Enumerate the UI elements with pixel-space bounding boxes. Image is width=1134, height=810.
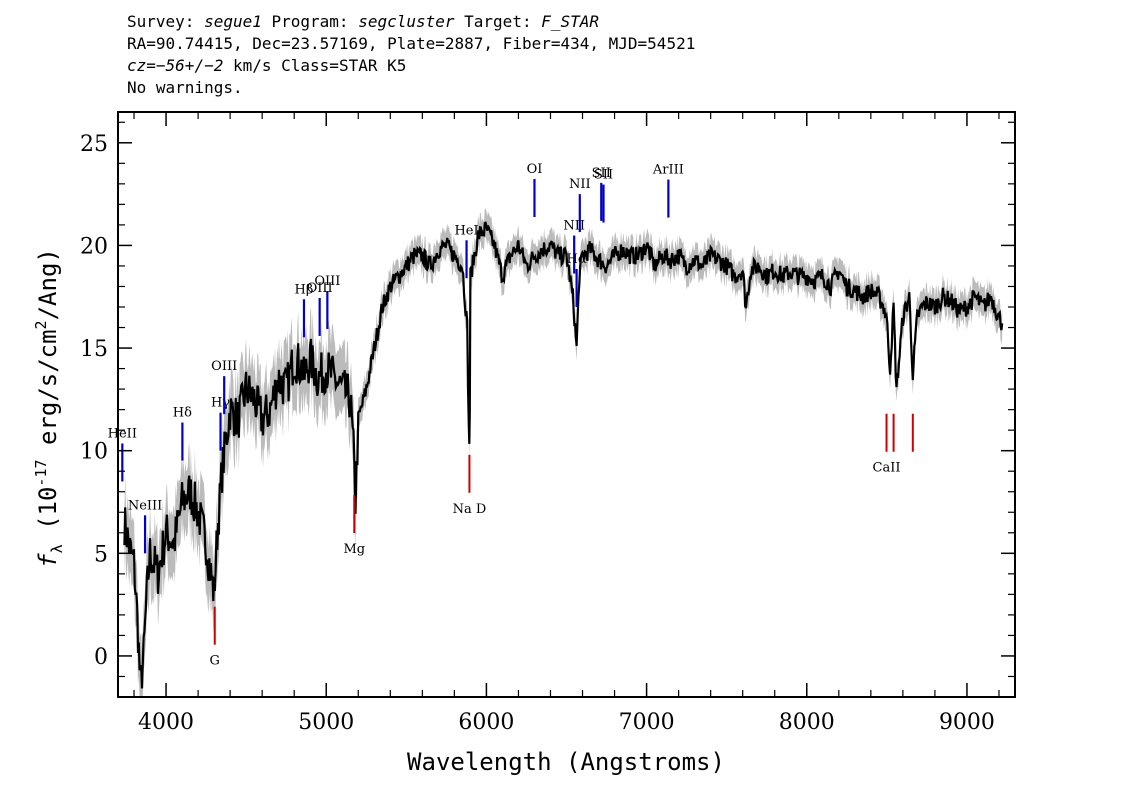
emission-line-label: Hβ	[295, 282, 314, 297]
y-tick-label: 0	[94, 645, 108, 670]
axis-ticks: 4000 5000 6000 7000 8000 9000 0 5 10 15 20 25	[80, 112, 1015, 735]
emission-line-label: SII	[594, 168, 613, 183]
y-axis-label: fλ (10-17 erg/s/cm2/Ang)	[32, 248, 66, 568]
error-band-area	[124, 208, 1003, 697]
absorption-line-label: Na D	[453, 502, 487, 517]
target-value: F_STAR	[541, 12, 600, 31]
emission-line-label: HeI	[454, 223, 478, 238]
spectral-line-markers: HeIINeIIIHδHγOIIIHβOIIIOIIIHeIOINIIHαNII…	[108, 162, 914, 669]
x-tick-label: 5000	[298, 710, 354, 735]
spectrum-line	[123, 221, 1004, 689]
absorption-line-label: G	[210, 654, 220, 669]
absorption-line-label: Mg	[343, 542, 365, 557]
emission-line-label: ArIII	[652, 163, 684, 178]
x-tick-label: 4000	[138, 710, 194, 735]
absorption-line-label: CaII	[873, 461, 901, 476]
cz-value: −56+/−2	[155, 56, 224, 75]
y-tick-label: 25	[80, 132, 108, 157]
y-tick-label: 20	[80, 234, 108, 259]
emission-line-label: Hα	[567, 252, 587, 267]
y-tick-label: 10	[80, 440, 108, 465]
emission-line-label: Hδ	[173, 406, 192, 421]
y-tick-label: 5	[94, 542, 108, 567]
emission-line-label: OIII	[314, 274, 340, 289]
emission-line-label: HeII	[108, 426, 137, 441]
program-value: segcluster	[358, 12, 455, 31]
emission-line-label: OI	[527, 162, 543, 177]
x-tick-label: 6000	[458, 710, 514, 735]
error-band	[124, 208, 1003, 697]
y-tick-label: 15	[80, 337, 108, 362]
x-tick-label: 8000	[779, 710, 835, 735]
x-tick-label: 7000	[619, 710, 675, 735]
x-axis-label: Wavelength (Angstroms)	[407, 748, 725, 776]
emission-line-label: NII	[569, 177, 591, 192]
header-line-1: Survey: segue1 Program: segcluster Targe…	[127, 12, 600, 31]
emission-line-label: OIII	[307, 281, 333, 296]
plot-frame	[117, 111, 1016, 698]
emission-line-label: Hγ	[211, 396, 230, 411]
spectrum-series	[123, 221, 1004, 689]
emission-line-label: SII	[592, 166, 611, 181]
survey-value: segue1	[204, 12, 262, 31]
emission-line-label: NeIII	[128, 498, 162, 513]
emission-line-label: NII	[563, 219, 585, 234]
header-line-2: RA=90.74415, Dec=23.57169, Plate=2887, F…	[127, 34, 696, 53]
x-tick-label: 9000	[939, 710, 995, 735]
header-line-3: cz=−56+/−2 km/s Class=STAR K5	[127, 56, 407, 75]
header-line-4: No warnings.	[127, 78, 243, 97]
emission-line-label: OIII	[211, 359, 237, 374]
